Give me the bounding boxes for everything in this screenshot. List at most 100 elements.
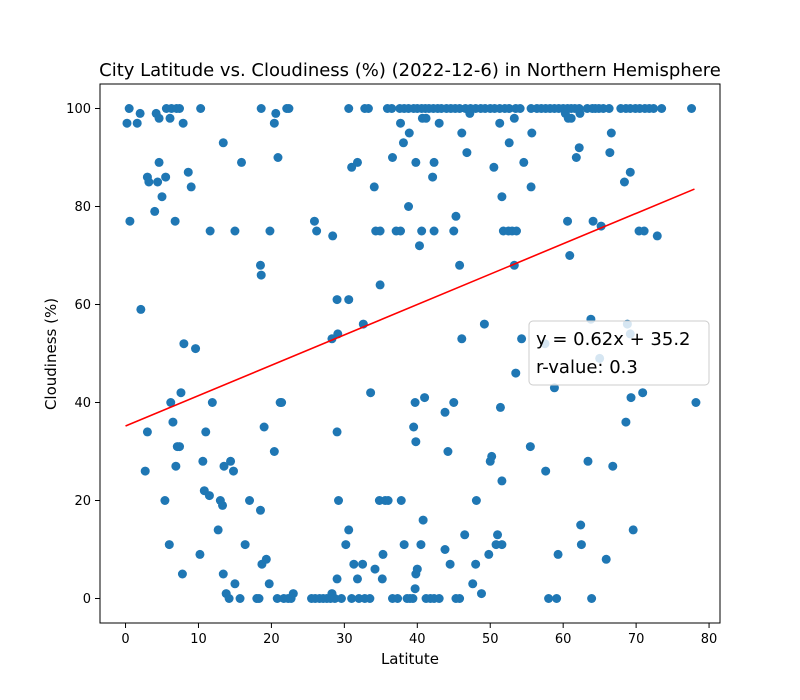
data-point-207 [457, 128, 467, 138]
data-point-131 [460, 530, 470, 540]
data-point-30 [218, 138, 228, 148]
plot-area-frame [99, 83, 721, 624]
data-point-279 [411, 437, 421, 447]
data-point-64 [226, 456, 236, 466]
data-point-249 [455, 260, 465, 270]
data-point-68 [240, 540, 250, 550]
data-point-24 [161, 172, 171, 182]
data-point-55 [204, 491, 214, 501]
y-tick-label-0: 0 [83, 592, 91, 607]
data-point-5 [154, 113, 164, 123]
data-point-128 [445, 559, 455, 569]
data-point-142 [344, 104, 354, 113]
regression-equation: y = 0.62x + 35.2 [536, 329, 691, 350]
data-point-201 [687, 104, 697, 113]
data-point-10 [175, 104, 185, 113]
data-point-12 [196, 104, 206, 113]
data-point-100 [352, 574, 362, 584]
data-point-92 [330, 594, 340, 603]
data-point-270 [517, 334, 527, 344]
data-point-117 [408, 594, 418, 603]
data-point-289 [549, 383, 559, 393]
data-point-140 [493, 530, 503, 540]
data-point-238 [312, 226, 322, 236]
data-point-278 [410, 398, 420, 407]
data-point-72 [255, 505, 265, 515]
data-point-65 [228, 466, 238, 476]
data-point-69 [245, 496, 255, 505]
data-point-297 [601, 554, 611, 564]
data-point-107 [377, 574, 387, 584]
data-point-114 [399, 540, 409, 550]
data-point-241 [375, 226, 385, 236]
regression-layer [125, 188, 695, 427]
data-point-130 [455, 594, 465, 603]
data-point-40 [160, 496, 170, 505]
data-point-39 [142, 427, 152, 437]
data-point-29 [205, 226, 215, 236]
data-point-46 [175, 442, 185, 452]
data-point-60 [218, 569, 228, 579]
data-point-113 [396, 496, 406, 505]
data-point-56 [207, 398, 217, 407]
data-point-218 [462, 148, 472, 158]
data-point-78 [272, 594, 282, 603]
data-point-235 [369, 182, 379, 192]
data-point-95 [336, 594, 346, 603]
data-point-302 [638, 388, 648, 398]
data-point-112 [393, 594, 403, 603]
x-axis-label: Latitute [381, 650, 439, 668]
data-point-15 [271, 108, 281, 118]
data-point-37 [256, 270, 266, 280]
data-point-285 [497, 476, 507, 486]
data-point-52 [198, 456, 208, 466]
x-tick-label-60: 60 [555, 632, 572, 647]
data-point-42 [166, 398, 176, 407]
data-point-126 [434, 594, 444, 603]
x-tick-label-20: 20 [263, 632, 280, 647]
data-point-121 [416, 540, 426, 550]
data-point-262 [332, 295, 342, 305]
data-point-25 [150, 206, 160, 216]
data-point-171 [504, 104, 514, 113]
data-point-1 [124, 104, 134, 113]
data-point-38 [140, 466, 150, 476]
data-point-228 [411, 157, 421, 167]
data-point-77 [269, 447, 279, 456]
data-point-255 [563, 216, 573, 226]
data-point-215 [575, 108, 585, 118]
chart-title: City Latitude vs. Cloudiness (%) (2022-1… [99, 60, 721, 81]
data-point-94 [334, 496, 344, 505]
data-point-120 [412, 564, 422, 574]
data-point-222 [605, 148, 615, 158]
data-point-44 [171, 461, 181, 471]
data-point-220 [571, 153, 581, 162]
data-point-209 [495, 118, 505, 128]
data-point-293 [576, 520, 586, 530]
r-value-label: r-value: 0.3 [536, 357, 638, 378]
data-point-96 [341, 540, 351, 550]
data-point-282 [443, 447, 453, 456]
data-point-22 [154, 157, 164, 167]
data-point-236 [404, 202, 414, 211]
data-point-214 [566, 113, 576, 123]
data-point-32 [237, 157, 247, 167]
data-point-146 [387, 104, 397, 113]
data-point-50 [191, 344, 201, 354]
y-axis-ticks: 0 20 40 60 80 100 [66, 102, 100, 607]
data-point-221 [574, 143, 584, 153]
data-point-203 [404, 128, 414, 138]
data-point-3 [135, 108, 145, 118]
data-point-286 [511, 368, 521, 378]
data-point-104 [365, 594, 375, 603]
data-point-280 [420, 393, 430, 403]
data-point-234 [526, 182, 536, 192]
data-point-261 [652, 231, 662, 241]
data-point-269 [479, 319, 489, 329]
data-point-229 [429, 157, 439, 167]
data-point-281 [440, 407, 450, 417]
data-point-227 [387, 153, 397, 162]
y-axis-label: Cloudiness (%) [42, 298, 60, 410]
data-point-59 [218, 500, 228, 510]
data-point-127 [440, 545, 450, 554]
